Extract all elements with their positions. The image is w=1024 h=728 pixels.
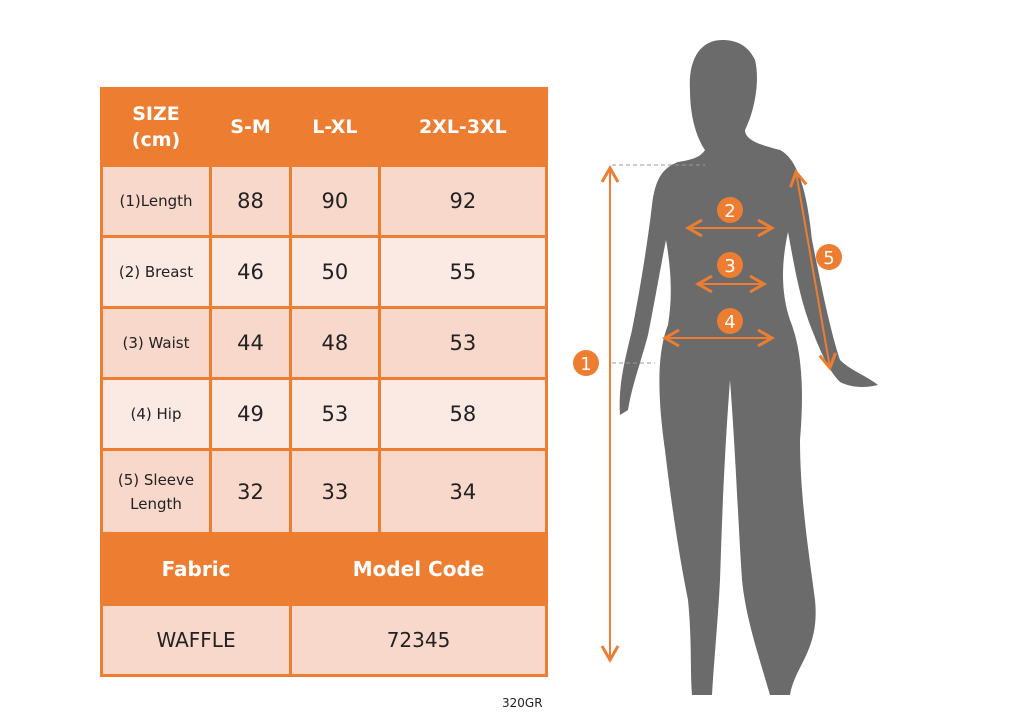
sleeve-arrow xyxy=(789,169,837,371)
cell: 88 xyxy=(208,164,293,238)
model-code-header: Model Code xyxy=(289,532,548,606)
fabric-header: Fabric xyxy=(99,532,293,606)
marker-5: 5 xyxy=(816,244,842,270)
footer-code: 320GR xyxy=(502,696,543,710)
row-label: (5) Sleeve Length xyxy=(100,448,212,535)
header-size: SIZE (cm) xyxy=(100,87,212,167)
row-label: (4) Hip xyxy=(100,377,212,451)
row-label: (1)Length xyxy=(100,164,212,238)
cell: 55 xyxy=(377,235,549,309)
cell: 92 xyxy=(377,164,549,238)
row-label: (2) Breast xyxy=(100,235,212,309)
svg-text:5: 5 xyxy=(823,248,834,269)
model-code-value: 72345 xyxy=(289,603,548,677)
svg-text:4: 4 xyxy=(724,312,735,333)
header-2xl-3xl: 2XL-3XL xyxy=(377,87,549,167)
cell: 32 xyxy=(208,448,293,535)
cell: 44 xyxy=(208,306,293,380)
cell: 53 xyxy=(377,306,549,380)
cell: 90 xyxy=(289,164,381,238)
size-chart-table: SIZE (cm) S-M L-XL 2XL-3XL (1)Length 88 … xyxy=(99,87,549,677)
svg-text:2: 2 xyxy=(724,201,735,222)
table-row: (3) Waist 44 48 53 xyxy=(100,306,549,380)
cell: 34 xyxy=(377,448,549,535)
woman-silhouette xyxy=(619,40,878,695)
header-l-xl: L-XL xyxy=(289,87,381,167)
table-row: (1)Length 88 90 92 xyxy=(100,164,549,238)
fabric-value: WAFFLE xyxy=(99,603,293,677)
marker-4: 4 xyxy=(717,308,743,334)
cell: 53 xyxy=(289,377,381,451)
cell: 49 xyxy=(208,377,293,451)
svg-text:3: 3 xyxy=(724,256,735,277)
row-label: (3) Waist xyxy=(100,306,212,380)
marker-2: 2 xyxy=(717,197,743,223)
cell: 58 xyxy=(377,377,549,451)
cell: 48 xyxy=(289,306,381,380)
marker-1: 1 xyxy=(573,350,599,376)
cell: 46 xyxy=(208,235,293,309)
table-row: (5) Sleeve Length 32 33 34 xyxy=(100,448,549,535)
cell: 33 xyxy=(289,448,381,535)
header-s-m: S-M xyxy=(208,87,293,167)
cell: 50 xyxy=(289,235,381,309)
svg-text:1: 1 xyxy=(580,354,591,375)
table-row: (2) Breast 46 50 55 xyxy=(100,235,549,309)
table-row: (4) Hip 49 53 58 xyxy=(100,377,549,451)
marker-3: 3 xyxy=(717,252,743,278)
